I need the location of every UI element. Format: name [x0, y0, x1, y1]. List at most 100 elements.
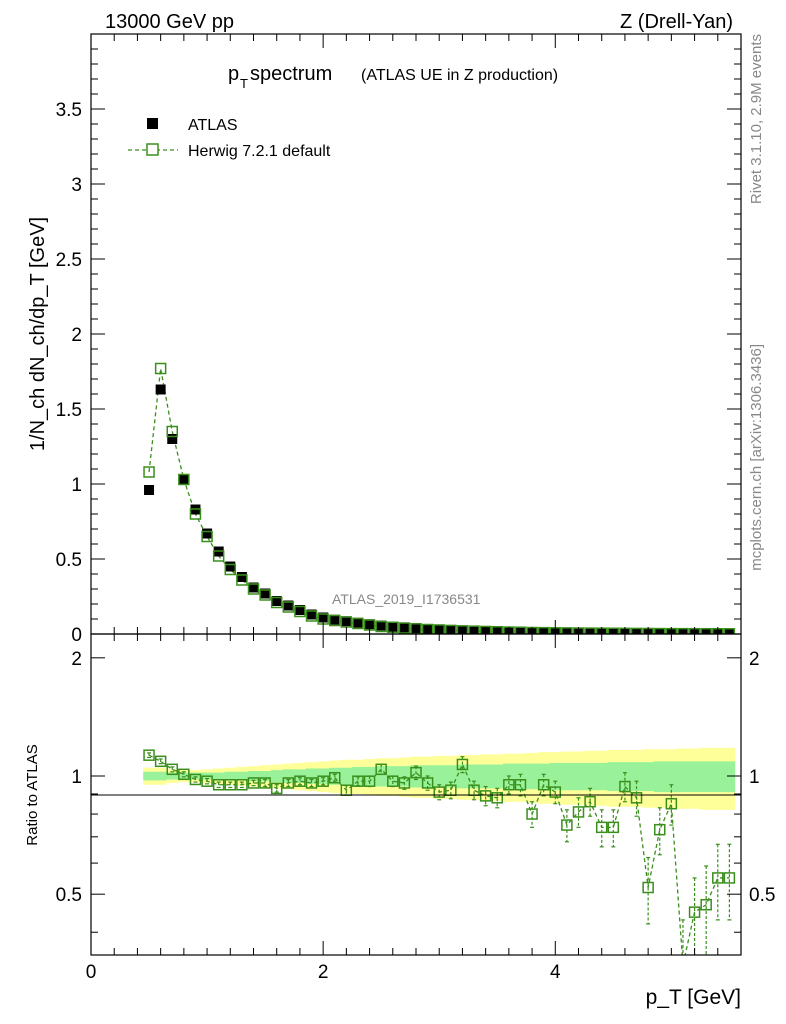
mc-point [247, 583, 260, 595]
ratio-point [236, 779, 248, 791]
ratio-point [305, 777, 318, 789]
ratio-point [678, 960, 688, 970]
data-point [492, 626, 503, 634]
data-point [178, 474, 189, 485]
data-point [445, 625, 456, 634]
legend: ATLAS Herwig 7.2.1 default [128, 117, 331, 160]
x-tick-label: 0 [86, 962, 97, 983]
process-label: Z (Drell-Yan) [620, 11, 733, 33]
mc-point [189, 508, 202, 520]
mc-point [270, 596, 283, 609]
mc-point [433, 624, 445, 634]
mc-point [514, 626, 527, 634]
ratio-point [212, 779, 225, 791]
mc-point [305, 610, 318, 622]
data-point [538, 627, 549, 634]
ratio-point [421, 777, 434, 789]
ratio-y-tick-label-right: 0.5 [749, 885, 775, 906]
ratio-y-axis-label: Ratio to ATLAS [24, 744, 41, 845]
data-point [631, 628, 642, 634]
mc-point [212, 550, 225, 562]
data-point [329, 614, 340, 625]
ratio-y-tick-label: 0.5 [56, 885, 82, 906]
mc-point [584, 627, 596, 634]
legend-data-marker [147, 118, 158, 129]
mc-point [143, 466, 155, 478]
analysis-id: ATLAS_2019_I1736531 [332, 591, 481, 607]
data-point [422, 624, 433, 634]
ratio-point [619, 780, 631, 793]
data-point [387, 621, 398, 632]
data-point [724, 628, 735, 634]
data-point [248, 582, 259, 593]
data-point [271, 596, 282, 606]
data-point [376, 620, 387, 631]
ratio-point [294, 775, 306, 787]
rivet-info: Rivet 3.1.10, 2.9M events [748, 34, 765, 204]
ratio-point [375, 763, 387, 776]
x-tick-labels: 0 2 4 [86, 962, 561, 983]
ratio-point [166, 763, 178, 776]
ratio-point [584, 795, 596, 808]
ratio-y-tick-label: 2 [71, 649, 82, 670]
legend-mc-label: Herwig 7.2.1 default [188, 143, 331, 160]
mc-point [236, 574, 248, 586]
ratio-point [178, 768, 190, 781]
mcplots-info-text: mcplots.cern.ch [arXiv:1306.3436] [748, 344, 765, 571]
ratio-point [712, 872, 724, 884]
ratio-y-tick-label-right: 2 [749, 649, 760, 670]
data-point [155, 384, 166, 395]
ratio-point [410, 766, 422, 779]
ratio-point [352, 775, 364, 787]
rivet-info-text: Rivet 3.1.10, 2.9M events [748, 34, 765, 204]
ratio-y-tick-label: 1 [71, 767, 82, 788]
ratio-point [549, 786, 562, 798]
ratio-point [143, 749, 155, 761]
mcplots-info: mcplots.cern.ch [arXiv:1306.3436] [748, 344, 765, 571]
data-point [341, 616, 352, 627]
mc-point [352, 617, 364, 630]
plot-title: p T spectrum (ATLAS UE in Z production) [228, 63, 558, 91]
ratio-point [723, 872, 736, 884]
mc-point [398, 622, 411, 634]
ratio-point [282, 777, 295, 789]
ratio-point [688, 906, 701, 918]
main-y-tick-label: 2 [71, 325, 82, 346]
data-point [677, 628, 688, 634]
main-y-tick-label: 0.5 [56, 550, 82, 571]
data-point [144, 485, 155, 495]
data-point [167, 434, 178, 444]
data-point [225, 561, 236, 572]
ratio-point [595, 821, 608, 834]
mc-point [166, 425, 178, 438]
mc-point [491, 626, 503, 634]
mc-point [456, 625, 469, 634]
mc-point [421, 623, 434, 634]
ratio-y-tick-labels: 0.5 0.5 1 1 2 2 [56, 649, 776, 906]
ratio-point [363, 775, 376, 787]
ratio-point [665, 797, 678, 810]
ratio-point [387, 775, 399, 787]
x-axis-label: p_T [GeV] [646, 986, 741, 1009]
ratio-point [189, 773, 202, 786]
main-y-tick-label: 3.5 [56, 100, 82, 121]
ratio-point [572, 806, 585, 818]
ratio-point [491, 792, 503, 804]
x-tick-label: 4 [550, 962, 561, 983]
ratio-plot-content [143, 749, 736, 970]
ratio-point [630, 792, 643, 804]
ratio-point [654, 823, 666, 836]
main-y-tick-label: 2.5 [56, 250, 82, 271]
mc-point [468, 625, 480, 634]
title-p: p [228, 63, 239, 85]
title-text: spectrum [250, 63, 332, 85]
mc-point [375, 620, 387, 633]
mc-point [259, 589, 271, 601]
mc-point [294, 605, 306, 618]
mc-point [537, 626, 550, 634]
data-point [283, 600, 294, 611]
data-point [654, 628, 665, 634]
ratio-point [270, 782, 283, 795]
ratio-band-inner [143, 761, 736, 793]
